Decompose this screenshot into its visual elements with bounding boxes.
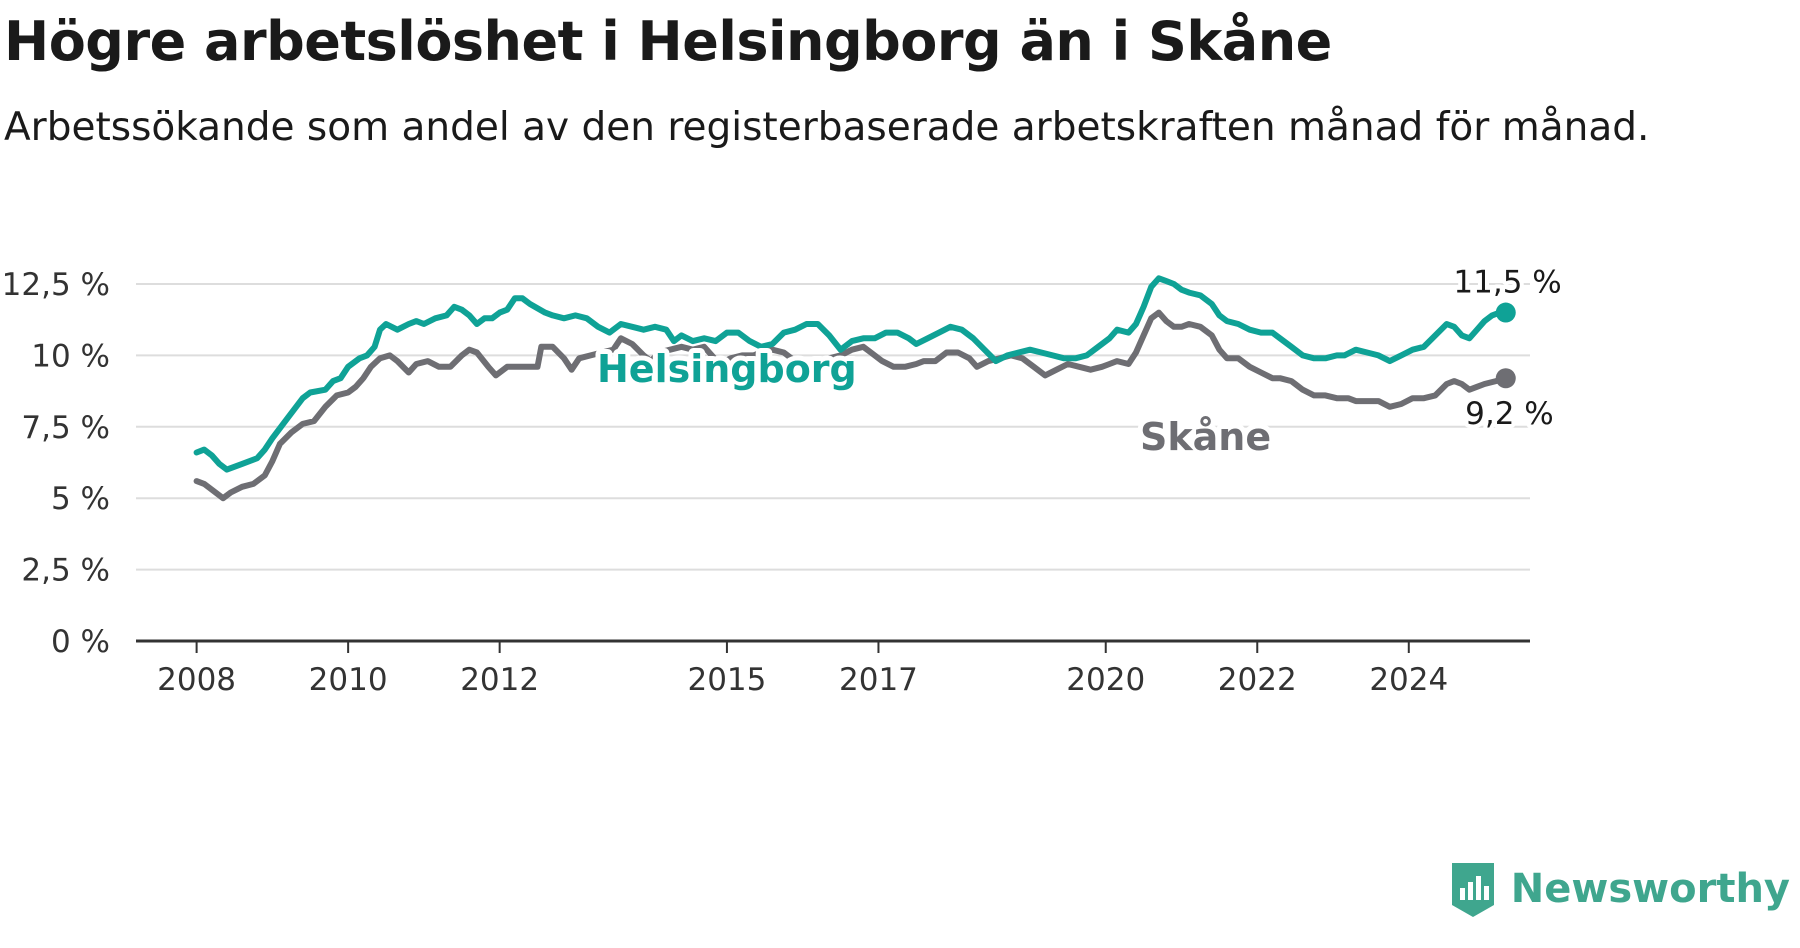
x-tick-label: 2020 bbox=[1066, 662, 1145, 698]
y-tick-label: 0 % bbox=[51, 624, 110, 660]
x-tick-label: 2022 bbox=[1218, 662, 1297, 698]
x-tick-label: 2024 bbox=[1369, 662, 1448, 698]
y-axis-ticks: 0 % 2,5 % 5 % 7,5 % 10 % 12,5 % bbox=[2, 267, 110, 660]
x-tick-label: 2012 bbox=[460, 662, 539, 698]
skane-end-point bbox=[1495, 368, 1516, 389]
helsingborg-line bbox=[193, 275, 1509, 473]
x-tick-label: 2010 bbox=[309, 662, 388, 698]
y-tick-label: 2,5 % bbox=[21, 553, 110, 589]
y-tick-label: 12,5 % bbox=[2, 267, 110, 303]
y-tick-label: 10 % bbox=[31, 338, 110, 374]
x-axis-ticks: 2008 2010 2012 2015 2017 2020 2022 2024 bbox=[157, 641, 1448, 698]
x-tick-label: 2017 bbox=[839, 662, 918, 698]
skane-series-label: Skåne bbox=[1140, 415, 1271, 459]
helsingborg-series-label: Helsingborg bbox=[597, 347, 857, 391]
chart-subtitle: Arbetssökande som andel av den registerb… bbox=[4, 105, 1650, 150]
skane-end-value-label: 9,2 % bbox=[1465, 396, 1554, 432]
x-tick-label: 2008 bbox=[157, 662, 236, 698]
helsingborg-end-point bbox=[1495, 302, 1516, 323]
brand-name: Newsworthy bbox=[1510, 866, 1790, 912]
series-labels: Helsingborg Skåne 11,5 % 9,2 % bbox=[592, 261, 1566, 464]
y-tick-label: 5 % bbox=[51, 481, 110, 517]
skane-line bbox=[193, 309, 1509, 502]
newsworthy-brand: Newsworthy bbox=[1449, 860, 1790, 918]
helsingborg-end-value-label: 11,5 % bbox=[1453, 265, 1561, 301]
series-lines bbox=[193, 275, 1516, 502]
chart-title: Högre arbetslöshet i Helsingborg än i Sk… bbox=[4, 10, 1332, 73]
x-tick-label: 2015 bbox=[687, 662, 766, 698]
newsworthy-bar-chart-icon bbox=[1451, 863, 1494, 917]
y-tick-label: 7,5 % bbox=[21, 410, 110, 446]
